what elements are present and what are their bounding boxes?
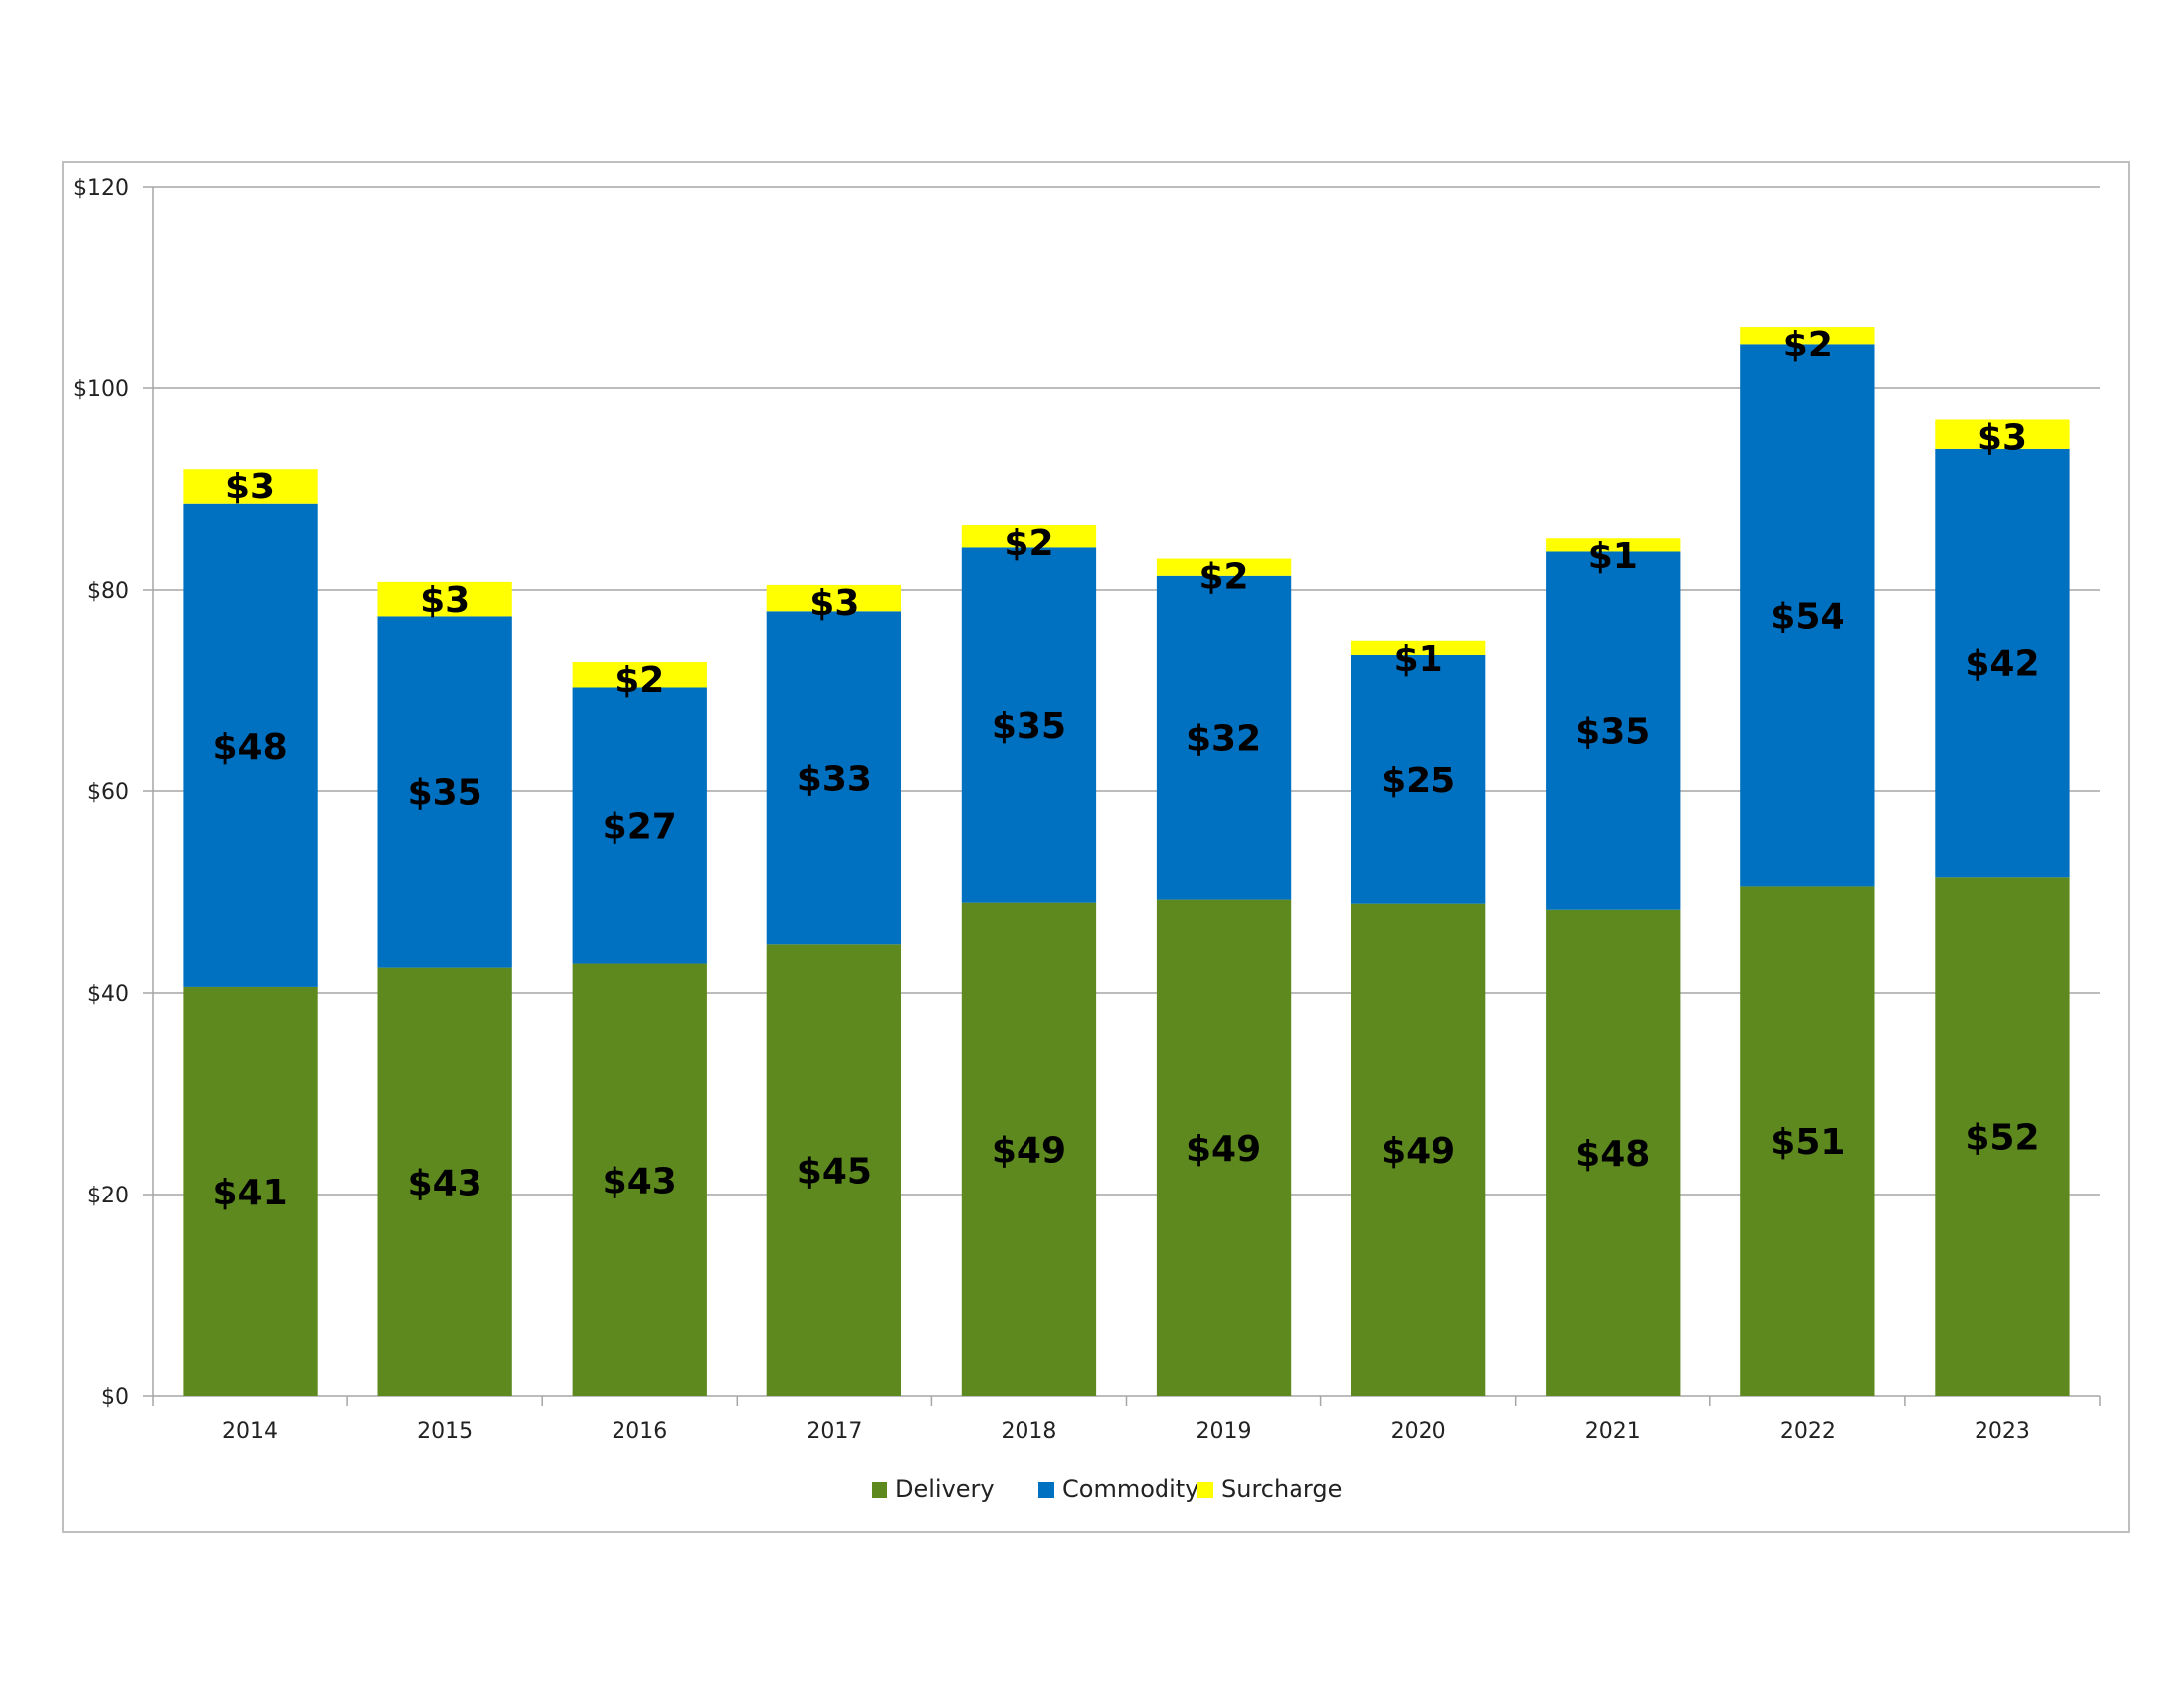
bar-delivery [572,963,707,1396]
data-label-surcharge: $3 [420,580,470,621]
bar-surcharge [183,469,318,504]
data-label-surcharge: $2 [1004,523,1053,564]
legend: Delivery Commodity Surcharge [872,1476,1342,1503]
data-label-surcharge: $3 [1978,417,2027,458]
bar-surcharge [377,581,512,617]
data-label-delivery: $52 [1965,1118,2039,1159]
y-tick-label: $120 [73,176,129,201]
bar-commodity [183,503,318,987]
y-tick-label: $100 [73,377,129,402]
x-tick-label: 2016 [612,1419,667,1444]
bar-delivery [377,967,512,1396]
data-label-surcharge: $3 [225,467,275,507]
bar-commodity [1156,575,1292,900]
bar-commodity [377,616,512,968]
x-tick-label: 2023 [1975,1419,2030,1444]
bar-surcharge [766,584,902,612]
data-label-commodity: $32 [1186,719,1261,760]
data-label-commodity: $27 [603,807,677,848]
data-label-commodity: $33 [797,759,872,799]
bar-delivery [1156,899,1292,1396]
y-tick-label: $40 [87,982,129,1007]
data-label-delivery: $43 [603,1161,677,1201]
data-label-surcharge: $3 [809,583,859,624]
legend-label-delivery: Delivery [895,1476,995,1503]
bar-commodity [766,611,902,945]
bar-surcharge [1740,327,1875,345]
bar-surcharge [1546,538,1681,552]
data-label-commodity: $54 [1770,596,1844,636]
data-label-delivery: $49 [1186,1129,1261,1170]
bar-delivery [766,944,902,1396]
data-label-commodity: $35 [408,774,482,814]
legend-swatch-commodity [1038,1482,1054,1498]
data-label-commodity: $35 [992,706,1066,747]
data-label-surcharge: $2 [1198,557,1248,598]
bar-delivery [1740,886,1875,1396]
bar-commodity [1350,654,1486,904]
legend-label-surcharge: Surcharge [1221,1476,1342,1503]
bar-commodity [961,547,1097,903]
bar-delivery [183,986,318,1396]
data-label-surcharge: $1 [1394,639,1443,680]
data-label-commodity: $35 [1575,712,1650,753]
bar-commodity [1740,344,1875,887]
data-label-commodity: $48 [212,727,287,768]
data-label-commodity: $42 [1965,644,2039,685]
y-tick-label: $60 [87,780,129,805]
data-label-delivery: $49 [992,1130,1066,1171]
y-tick-label: $80 [87,579,129,604]
bar-commodity [1546,551,1681,910]
bar-commodity [1935,448,2070,878]
data-label-delivery: $48 [1575,1134,1650,1175]
x-tick-label: 2017 [806,1419,862,1444]
data-label-delivery: $43 [408,1163,482,1203]
data-label-surcharge: $2 [1783,325,1833,365]
data-label-delivery: $51 [1770,1122,1844,1163]
y-tick-label: $0 [101,1385,129,1410]
data-label-delivery: $41 [212,1173,287,1213]
data-label-delivery: $49 [1381,1131,1455,1172]
x-tick-label: 2015 [417,1419,473,1444]
bar-surcharge [572,662,707,688]
axes: $0 $20 $40 $60 $80 $100 $120 2014 2015 2016 2017 20… [73,176,2101,1444]
x-tick-label: 2021 [1585,1419,1641,1444]
legend-swatch-delivery [872,1482,887,1498]
data-label-surcharge: $1 [1588,536,1638,577]
bar-surcharge [1156,558,1292,576]
x-tick-label: 2019 [1196,1419,1252,1444]
bar-delivery [961,902,1097,1396]
legend-swatch-surcharge [1197,1482,1213,1498]
bar-delivery [1350,903,1486,1396]
bar-surcharge [1935,419,2070,449]
x-tick-label: 2020 [1391,1419,1446,1444]
bar-surcharge [1350,640,1486,655]
bars [183,327,2070,1396]
bar-delivery [1546,909,1681,1396]
x-tick-label: 2022 [1780,1419,1836,1444]
legend-label-commodity: Commodity [1062,1476,1199,1503]
data-label-commodity: $25 [1381,761,1455,801]
y-tick-label: $20 [87,1184,129,1208]
bar-delivery [1935,877,2070,1396]
bar-commodity [572,687,707,964]
bar-surcharge [961,525,1097,548]
data-label-delivery: $45 [797,1152,872,1193]
data-labels: $41 $48 $3 $43 $35 $3 $43 $27 $2 $45 $33 $3 $49 $35 $2… [212,325,2039,1213]
data-label-surcharge: $2 [614,660,664,701]
x-tick-label: 2018 [1001,1419,1056,1444]
x-tick-label: 2014 [222,1419,278,1444]
